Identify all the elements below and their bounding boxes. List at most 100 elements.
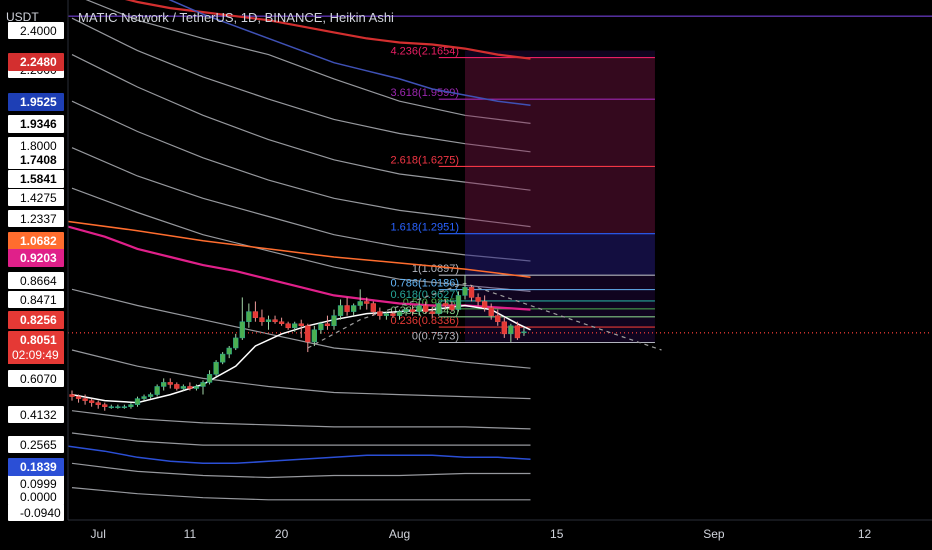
candle-body <box>265 319 272 322</box>
price-tick-box <box>8 210 64 227</box>
candle-body <box>167 382 173 385</box>
candle-body <box>409 309 416 312</box>
candle-body <box>390 313 396 316</box>
candle-body <box>89 400 95 403</box>
ma-line-blue-upper <box>168 0 531 106</box>
band-line <box>71 410 531 430</box>
candle-body <box>508 325 514 335</box>
band-line <box>71 187 531 292</box>
time-axis[interactable]: Jul1120Aug15Sep1221 <box>0 519 932 550</box>
band-line <box>71 288 531 369</box>
candle-body <box>121 406 128 408</box>
candle-body <box>436 303 442 314</box>
price-badge <box>8 232 64 250</box>
candle-body <box>449 305 455 310</box>
candle-body <box>377 311 383 316</box>
price-badge <box>8 170 64 188</box>
candle-body <box>423 305 429 312</box>
price-tick-box <box>8 189 64 206</box>
candle-body <box>429 311 435 314</box>
candle-body <box>331 315 337 327</box>
price-tick-box <box>8 22 64 39</box>
band-line <box>71 462 531 479</box>
candle-body <box>206 374 213 383</box>
candle-body <box>403 309 409 312</box>
candle-body <box>442 303 449 306</box>
candle-body <box>187 386 193 389</box>
countdown-label: 02:09:49 <box>12 348 59 362</box>
candle-body <box>180 386 186 389</box>
price-badge <box>8 53 64 71</box>
projection-zone-blue <box>465 233 655 276</box>
band-line <box>71 100 531 228</box>
candle-body <box>174 384 180 389</box>
fib-level-label: 4.236(2.1654) <box>391 46 460 58</box>
candle-body <box>128 404 134 407</box>
price-badge-label: 1.5841 <box>20 172 57 186</box>
candle-body <box>514 325 521 339</box>
projection-zone-upper <box>465 57 655 234</box>
band-lines <box>68 0 932 520</box>
time-axis-bg <box>0 520 932 550</box>
ma-line-blue-lower <box>45 442 531 465</box>
band-line <box>71 349 531 400</box>
candle-body <box>311 329 318 343</box>
price-tick-label: 0.0999 <box>20 477 57 491</box>
price-badge-label: 1.7408 <box>20 153 57 167</box>
chart-title: MATIC Network / TetherUS, 1D, BINANCE, H… <box>78 10 394 25</box>
price-tick-label: 1.2337 <box>20 212 57 226</box>
fib-level-label: 0.618(0.9627) <box>391 289 460 301</box>
band-line <box>71 147 531 262</box>
price-tick-label: 2.4000 <box>20 24 57 38</box>
price-badge-label: 1.9346 <box>20 117 57 131</box>
time-tick-label: Sep <box>703 527 725 541</box>
price-badge-label: 0.8051 <box>20 333 57 347</box>
candle-body <box>239 321 245 339</box>
countdown-badge <box>8 346 64 364</box>
price-tick-label: 1.4275 <box>20 191 57 205</box>
candle-body <box>259 317 265 322</box>
price-tick-label: 0.4132 <box>20 408 57 422</box>
currency-label: USDT <box>6 10 39 24</box>
candle-body <box>200 382 206 387</box>
price-badge <box>8 458 64 476</box>
candle-body <box>305 325 311 343</box>
band-line <box>71 432 531 446</box>
candle-body <box>102 404 108 407</box>
price-badge-label: 0.8256 <box>20 313 57 327</box>
candle-body <box>193 386 200 389</box>
fib-level-label: 0.236(0.8336) <box>391 315 460 327</box>
price-tick-box <box>8 272 64 289</box>
candle-body <box>278 321 285 324</box>
candle-body <box>488 307 494 316</box>
fib-level-label: 1(1.0897) <box>412 263 459 275</box>
candle-body <box>357 301 363 306</box>
fib-level-label: 0.786(1.0186) <box>391 278 460 290</box>
plot-area <box>68 0 932 520</box>
candle-body <box>115 406 121 408</box>
price-tick-label: -0.0940 <box>20 506 61 520</box>
candle-body <box>252 311 259 318</box>
band-line <box>85 0 531 124</box>
trend-lines <box>307 282 662 351</box>
price-badge <box>8 93 64 111</box>
candle-body <box>337 305 344 316</box>
price-badge-label: 0.9203 <box>20 251 57 265</box>
candle-body <box>285 323 291 329</box>
candle-body <box>351 305 357 312</box>
candle-body <box>161 382 167 387</box>
candle-body <box>482 301 488 308</box>
price-tick-label: 0.0000 <box>20 490 57 504</box>
time-tick-label: 15 <box>550 527 564 541</box>
price-tick-box <box>8 436 64 453</box>
fib-level-label: 3.618(1.9599) <box>391 87 460 99</box>
price-tick-label: 0.2565 <box>20 438 57 452</box>
price-tick-label: 1.8000 <box>20 139 57 153</box>
candle-body <box>226 347 232 355</box>
candle-body <box>324 323 331 327</box>
price-badge <box>8 151 64 169</box>
price-axis[interactable]: 2.40002.20001.80001.42751.23370.86640.84… <box>0 0 69 550</box>
candle-body <box>495 315 501 322</box>
